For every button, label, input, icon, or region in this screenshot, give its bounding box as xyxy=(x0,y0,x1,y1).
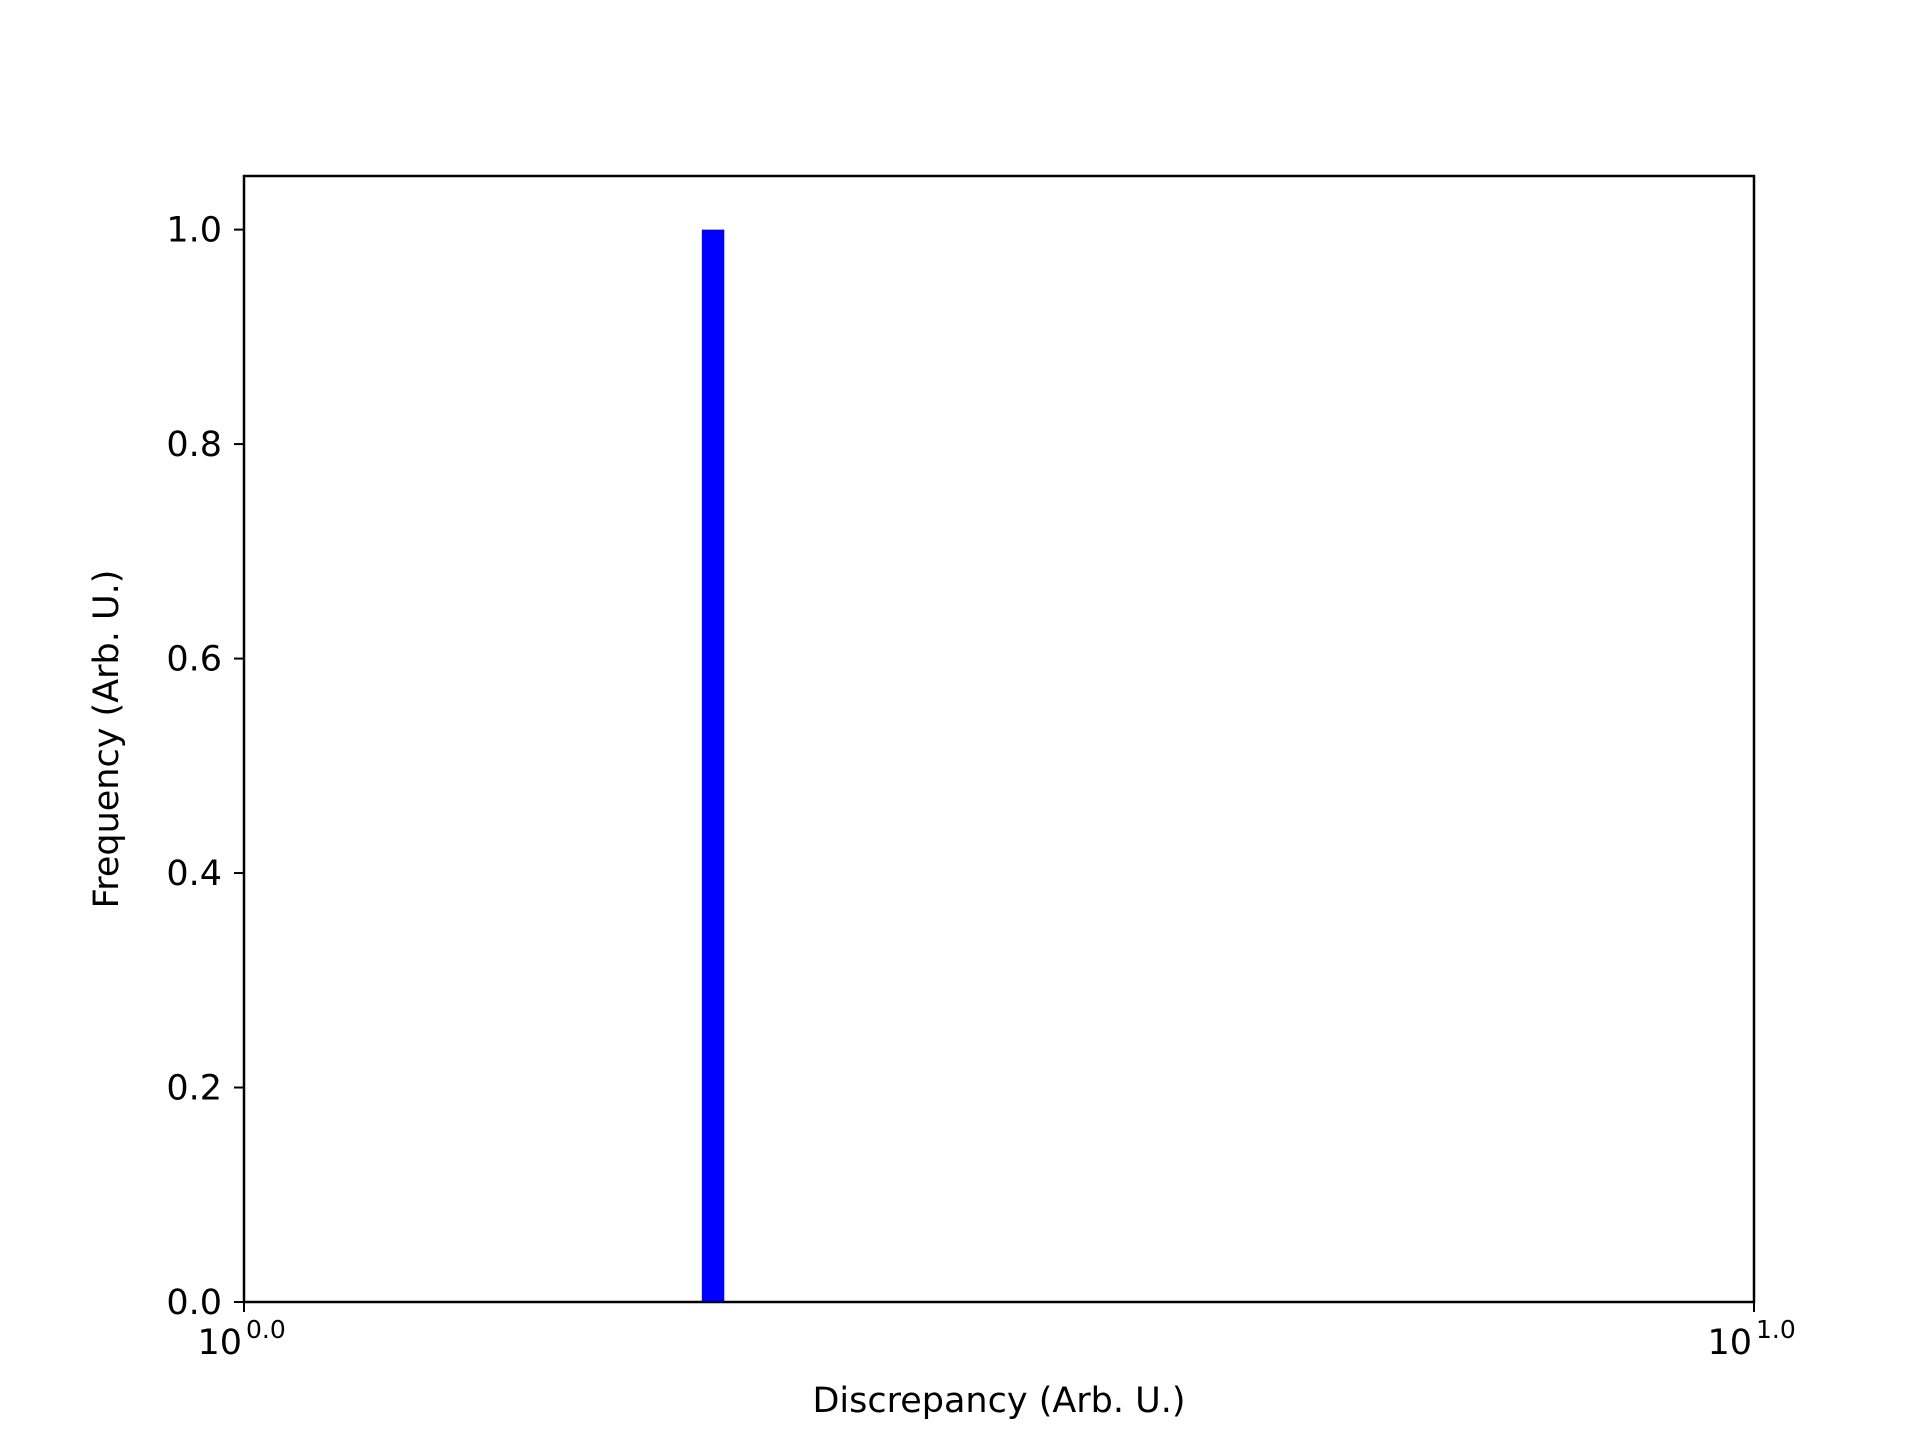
x-tick-base: 10 xyxy=(1707,1323,1752,1363)
x-axis: 10 0.0 10 1.0 xyxy=(197,1302,1796,1363)
y-axis-label: Frequency (Arb. U.) xyxy=(87,570,127,909)
y-tick-label: 0.4 xyxy=(166,854,222,894)
x-tick-label: 10 0.0 xyxy=(197,1315,285,1363)
y-tick-label: 0.6 xyxy=(166,640,222,680)
x-axis-label: Discrepancy (Arb. U.) xyxy=(812,1381,1185,1421)
histogram-bar xyxy=(701,229,725,1303)
x-tick-label: 10 1.0 xyxy=(1707,1315,1795,1363)
y-axis: 0.0 0.2 0.4 0.6 0.8 1.0 xyxy=(166,211,244,1323)
x-tick-exponent: 1.0 xyxy=(1756,1315,1796,1344)
plot-frame xyxy=(242,174,1756,1304)
y-tick-label: 1.0 xyxy=(166,211,222,251)
bars-layer xyxy=(701,229,725,1303)
y-tick-label: 0.0 xyxy=(166,1283,222,1323)
x-tick-exponent: 0.0 xyxy=(246,1315,286,1344)
y-tick-label: 0.8 xyxy=(166,425,222,465)
x-tick-base: 10 xyxy=(197,1323,242,1363)
y-tick-label: 0.2 xyxy=(166,1069,222,1109)
